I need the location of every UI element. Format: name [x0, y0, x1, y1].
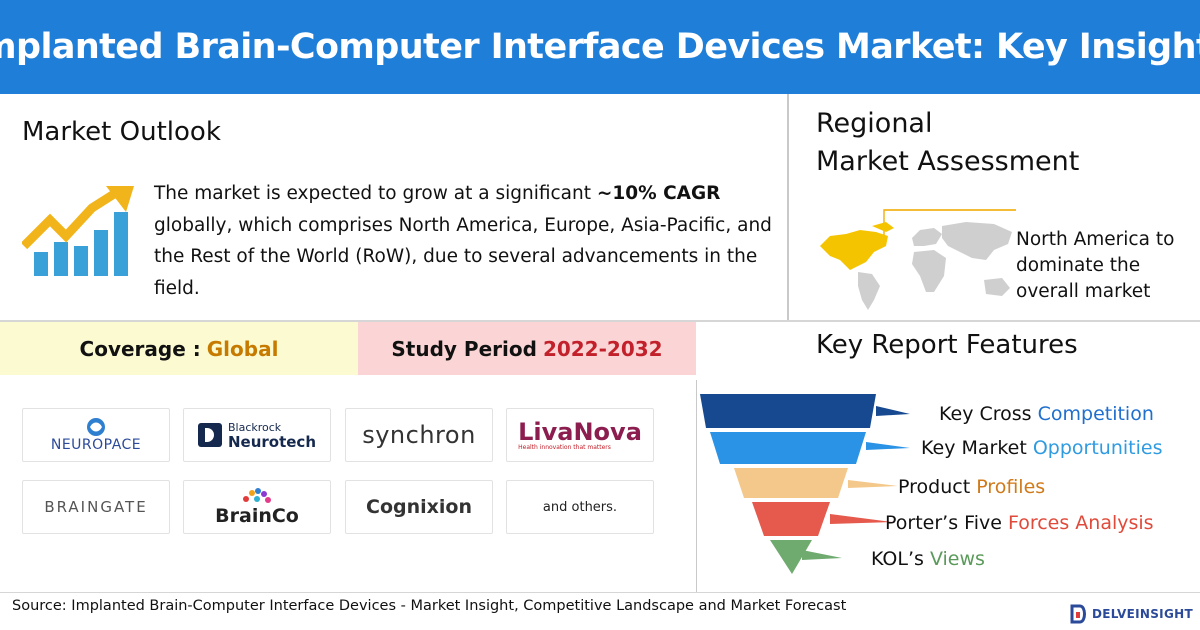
page-title: Implanted Brain-Computer Interface Devic… — [0, 27, 1200, 67]
neurotech-text: Neurotech — [227, 433, 317, 451]
feature-accent: Competition — [1037, 403, 1154, 425]
blackrock-text: Blackrock — [227, 421, 282, 434]
delveinsight-text: DELVEINSIGHT — [1092, 607, 1193, 621]
brainco-text: BrainCo — [215, 505, 299, 527]
livanova-tagline: Health innovation that matters — [518, 443, 611, 451]
horizontal-divider — [0, 320, 1200, 322]
regional-title-line: Regional — [816, 108, 933, 139]
growth-chart-icon — [22, 186, 134, 276]
feature-accent: Opportunities — [1032, 437, 1163, 459]
neuropace-text: NEUROPACE — [50, 437, 142, 453]
regional-title-line: Market Assessment — [816, 146, 1080, 177]
outlook-text-part: globally, which comprises North America,… — [154, 214, 772, 299]
feature-item: Porter’s Five Forces Analysis — [885, 512, 1154, 534]
logo-braingate: BRAINGATE — [22, 480, 170, 534]
regional-assessment-title: Regional Market Assessment — [816, 105, 1079, 181]
world-map-icon — [820, 209, 1016, 310]
market-outlook-title: Market Outlook — [22, 117, 221, 147]
logo-livanova: LivaNova Health innovation that matters — [506, 408, 654, 462]
study-period-box: Study Period 2022-2032 — [358, 322, 696, 375]
logo-others: and others. — [506, 480, 654, 534]
study-period-value: 2022-2032 — [542, 336, 663, 361]
vertical-divider — [787, 94, 789, 322]
coverage-label: Coverage : — [79, 336, 201, 361]
market-outlook-text: The market is expected to grow at a sign… — [154, 178, 774, 304]
key-report-features-title: Key Report Features — [816, 330, 1078, 360]
cognixion-text: Cognixion — [366, 496, 472, 518]
others-text: and others. — [542, 499, 618, 515]
regional-note: North America to dominate the overall ma… — [1016, 229, 1175, 302]
logo-cognixion: Cognixion — [345, 480, 493, 534]
header-banner: Implanted Brain-Computer Interface Devic… — [0, 0, 1200, 94]
study-period-label: Study Period — [391, 336, 537, 361]
logo-neuropace: NEUROPACE — [22, 408, 170, 462]
feature-label: Product — [898, 476, 977, 498]
coverage-value: Global — [206, 336, 279, 361]
logo-synchron: synchron — [345, 408, 493, 462]
feature-label: Porter’s Five — [885, 512, 1008, 534]
horizontal-divider — [0, 592, 1200, 593]
feature-label: KOL’s — [871, 548, 930, 570]
cagr-highlight: ~10% CAGR — [596, 183, 721, 204]
livanova-text: LivaNova — [518, 417, 642, 446]
logo-blackrock-neurotech: Blackrock Neurotech — [183, 408, 331, 462]
logo-brainco: BrainCo — [183, 480, 331, 534]
feature-accent: Views — [929, 548, 985, 570]
vertical-divider — [696, 380, 697, 592]
funnel-icon — [700, 394, 910, 574]
feature-accent: Forces Analysis — [1007, 512, 1154, 534]
feature-item: Key Cross Competition — [939, 403, 1154, 425]
coverage-box: Coverage : Global — [0, 322, 358, 375]
feature-item: KOL’s Views — [871, 548, 985, 570]
feature-accent: Profiles — [976, 476, 1046, 498]
synchron-text: synchron — [362, 421, 476, 449]
delveinsight-logo: DELVEINSIGHT — [1070, 604, 1193, 624]
neuropace-mark-icon — [87, 418, 105, 436]
blackrock-mark-icon — [197, 423, 222, 447]
feature-item: Key Market Opportunities — [921, 437, 1163, 459]
feature-label: Key Market — [921, 437, 1033, 459]
brainco-mark-icon — [243, 488, 271, 503]
feature-item: Product Profiles — [898, 476, 1045, 498]
delveinsight-mark-icon — [1070, 604, 1086, 624]
source-note: Source: Implanted Brain-Computer Interfa… — [12, 598, 847, 614]
braingate-text: BRAINGATE — [44, 498, 148, 516]
outlook-text-part: The market is expected to grow at a sign… — [154, 183, 597, 204]
feature-label: Key Cross — [939, 403, 1038, 425]
